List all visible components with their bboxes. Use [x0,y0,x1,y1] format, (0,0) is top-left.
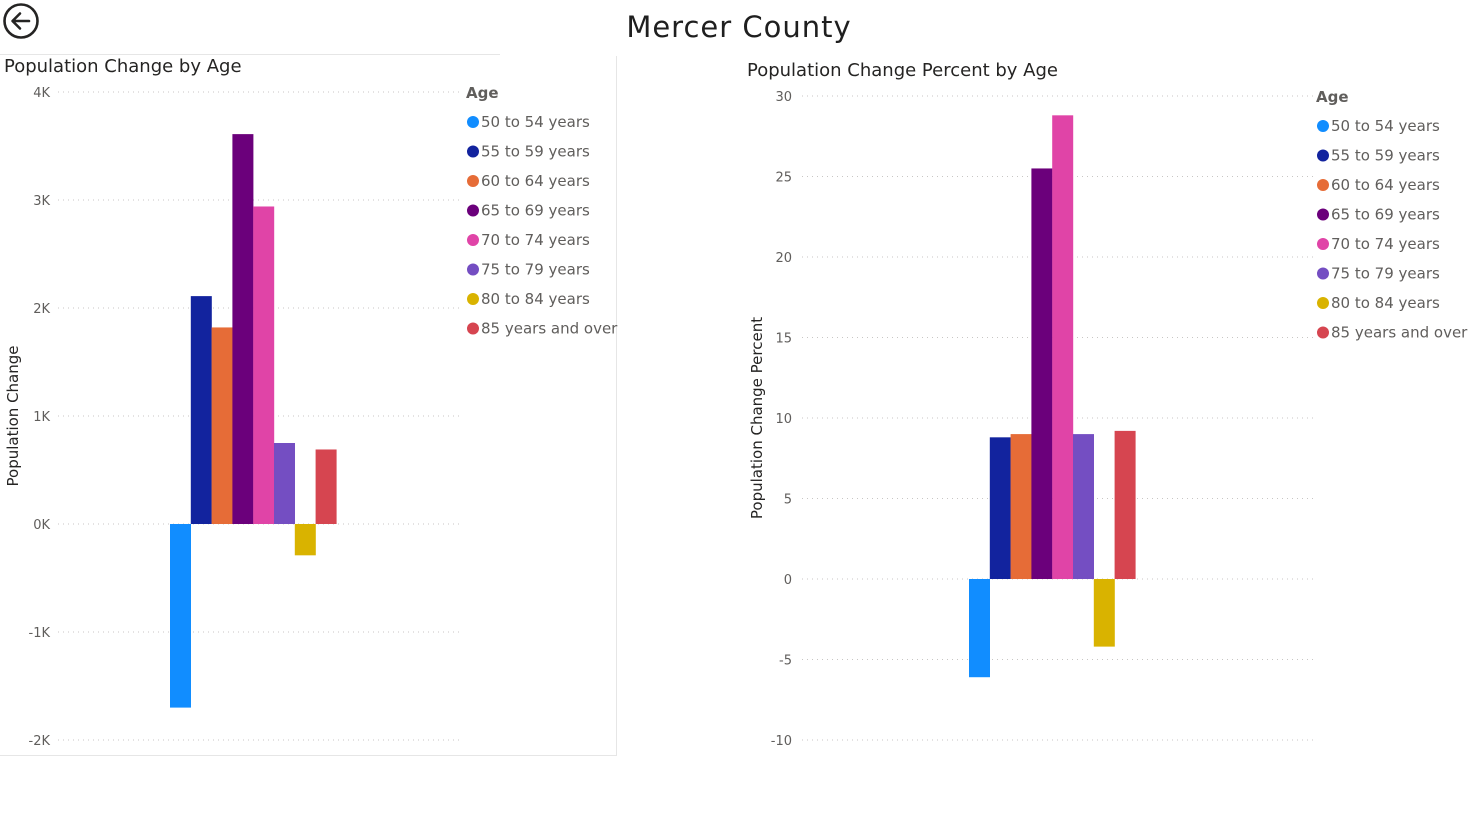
left-y-tick-label: -1K [29,626,51,641]
right-bar-3[interactable] [1010,434,1032,579]
left-y-tick-label: 0K [33,518,50,533]
left-legend-marker[interactable] [467,263,479,276]
right-y-tick-label: 25 [775,171,792,186]
right-legend-item[interactable]: 75 to 79 years [1331,265,1440,283]
left-legend-title: Age [466,84,499,102]
right-legend-marker[interactable] [1317,179,1329,191]
right-legend-item[interactable]: 70 to 74 years [1331,235,1440,253]
right-bar-6[interactable] [1073,434,1094,579]
left-legend-item[interactable]: 55 to 59 years [481,143,590,161]
right-legend-item[interactable]: 50 to 54 years [1331,117,1440,135]
left-legend-item[interactable]: 65 to 69 years [481,202,590,220]
right-y-axis-title: Population Change Percent [748,317,766,519]
right-legend-marker[interactable] [1317,120,1329,132]
left-legend-item[interactable]: 75 to 79 years [481,261,590,279]
left-y-tick-label: 1K [33,410,50,425]
right-y-tick-label: 0 [784,573,792,588]
left-bar-3[interactable] [211,327,233,524]
right-y-tick-label: 10 [775,412,792,427]
right-y-tick-label: 15 [775,332,792,347]
right-legend-marker[interactable] [1317,326,1329,339]
left-legend-marker[interactable] [467,322,479,335]
left-bar-1[interactable] [170,524,191,708]
left-legend-item[interactable]: 80 to 84 years [481,290,590,308]
left-y-tick-label: -2K [29,734,51,749]
left-bar-7[interactable] [294,524,316,556]
left-y-axis-title: Population Change [4,345,22,486]
right-bar-8[interactable] [1114,430,1136,579]
right-legend-marker[interactable] [1317,297,1329,309]
back-arrow-circle-icon [3,3,39,39]
left-legend-marker[interactable] [467,293,479,305]
left-legend-item[interactable]: 70 to 74 years [481,231,590,249]
left-bar-8[interactable] [315,449,337,524]
page-title: Mercer County [626,10,852,44]
right-y-tick-label: 5 [784,493,792,508]
left-legend-item[interactable]: 50 to 54 years [481,113,590,131]
left-bar-4[interactable] [232,134,254,524]
left-legend-marker[interactable] [467,204,479,217]
left-y-tick-label: 2K [33,302,50,317]
right-bar-4[interactable] [1031,168,1053,579]
right-y-tick-label: -10 [771,734,792,749]
right-legend-marker[interactable] [1317,149,1329,162]
right-bar-2[interactable] [989,437,1011,579]
right-legend-item[interactable]: 60 to 64 years [1331,176,1440,194]
right-chart-title: Population Change Percent by Age [747,60,1058,81]
left-legend-marker[interactable] [467,175,479,187]
right-y-tick-label: -5 [779,654,792,669]
left-legend-marker[interactable] [467,145,479,158]
left-legend-marker[interactable] [467,234,479,246]
left-visual-frame [0,54,620,756]
right-legend-item[interactable]: 55 to 59 years [1331,147,1440,165]
right-bar-1[interactable] [969,579,990,678]
right-legend-marker[interactable] [1317,267,1329,280]
right-bar-5[interactable] [1052,115,1074,579]
right-legend-title: Age [1316,88,1349,106]
left-chart-title: Population Change by Age [4,56,242,77]
right-legend-marker[interactable] [1317,208,1329,221]
right-legend-item[interactable]: 85 years and over [1331,324,1468,342]
right-legend-item[interactable]: 80 to 84 years [1331,294,1440,312]
right-bar-7[interactable] [1093,579,1115,647]
left-bar-5[interactable] [253,206,275,525]
right-y-tick-label: 30 [775,90,792,105]
left-y-tick-label: 4K [33,86,50,101]
left-bar-2[interactable] [190,296,212,524]
back-button[interactable] [2,2,40,40]
left-legend-item[interactable]: 85 years and over [481,320,618,338]
left-bar-6[interactable] [274,443,295,524]
population-change-chart: Population Change by Age 4K 3K 2K 1K 0K -1K -2K… [4,56,618,749]
right-legend-marker[interactable] [1317,238,1329,250]
left-y-tick-label: 3K [33,194,50,209]
right-legend-item[interactable]: 65 to 69 years [1331,206,1440,224]
population-change-percent-chart: Population Change Percent by Age 30 25 20 15… [747,60,1468,749]
right-y-tick-label: 20 [775,251,792,266]
left-legend-marker[interactable] [467,116,479,128]
left-legend-item[interactable]: 60 to 64 years [481,172,590,190]
